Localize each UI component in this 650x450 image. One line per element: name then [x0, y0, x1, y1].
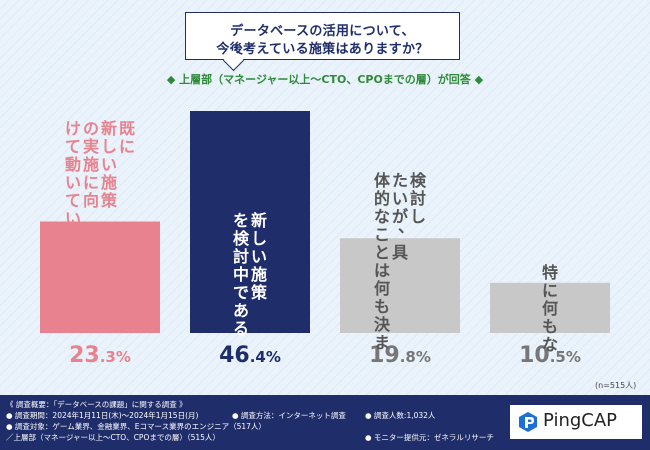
- survey-period: ● 調査期間：2024年1月11日(木)〜2024年1月15日(月): [6, 411, 199, 420]
- question-box: データベースの活用について、 今後考えている施策はありますか？: [185, 12, 460, 72]
- svg-text:と: と: [374, 243, 390, 262]
- value-label-2: 46.4%: [219, 343, 281, 368]
- svg-text:に: に: [542, 281, 558, 300]
- svg-text:あ: あ: [233, 301, 249, 320]
- svg-text:具: 具: [392, 243, 408, 262]
- svg-text:る: る: [65, 227, 81, 246]
- svg-text:特: 特: [542, 263, 558, 282]
- svg-text:な: な: [542, 335, 558, 354]
- survey-footer: 《 調査概要：「データベースの課題」に関する調査 》 ● 調査期間：2024年1…: [0, 395, 650, 450]
- svg-text:い: い: [251, 247, 267, 266]
- pingcap-logo-icon: [519, 412, 537, 432]
- bar-chart: 23.3% 46.4% 19.8% 10.5%既に新しい施策の実施に向けて動いている新…: [40, 111, 610, 368]
- svg-text:い: い: [65, 209, 81, 228]
- logo-text: PingCAP: [543, 410, 618, 431]
- svg-text:た: た: [392, 171, 408, 190]
- svg-text:い: い: [65, 173, 81, 192]
- svg-text:ま: ま: [374, 333, 390, 352]
- survey-target-upper: ／上層部（マネージャー以上〜CTO、CPOまでの層）（515人）: [6, 433, 220, 442]
- bar-3: [340, 238, 460, 333]
- svg-text:体: 体: [374, 171, 391, 190]
- value-label-3: 19.8%: [369, 343, 431, 368]
- svg-text:、: 、: [398, 217, 414, 236]
- question-line-1: データベースの活用について、: [230, 24, 415, 39]
- svg-text:し: し: [410, 207, 426, 226]
- sample-size-note: (n=515人): [595, 381, 637, 390]
- svg-text:て: て: [65, 137, 81, 156]
- svg-text:検: 検: [233, 229, 250, 248]
- svg-text:い: い: [392, 189, 408, 208]
- svg-text:検: 検: [410, 171, 427, 190]
- svg-text:実: 実: [83, 137, 99, 156]
- svg-text:策: 策: [100, 191, 118, 210]
- svg-text:新: 新: [101, 119, 117, 138]
- svg-text:新: 新: [251, 211, 267, 230]
- svg-text:に: に: [119, 137, 135, 156]
- svg-text:決: 決: [374, 315, 391, 334]
- svg-text:る: る: [233, 319, 249, 338]
- question-line-2: 今後考えている施策はありますか？: [216, 42, 429, 57]
- svg-text:は: は: [374, 261, 390, 280]
- svg-text:に: に: [83, 173, 99, 192]
- svg-text:何: 何: [374, 279, 390, 298]
- svg-text:の: の: [83, 119, 99, 138]
- survey-method: ● 調査方法：インターネット調査: [232, 411, 346, 420]
- survey-title: 《 調査概要：「データベースの課題」に関する調査 》: [6, 400, 187, 409]
- svg-text:な: な: [374, 207, 390, 226]
- svg-text:け: け: [65, 119, 81, 138]
- svg-text:こ: こ: [374, 225, 390, 244]
- svg-text:も: も: [374, 297, 390, 316]
- svg-text:向: 向: [83, 191, 99, 210]
- svg-text:討: 討: [233, 247, 249, 266]
- svg-text:し: し: [251, 229, 267, 248]
- svg-text:を: を: [233, 211, 249, 230]
- respondent-label: ◆ 上層部（マネージャー以上〜CTO、CPOまでの層）が回答 ◆: [166, 73, 484, 86]
- svg-text:で: で: [233, 283, 249, 302]
- svg-text:施: 施: [101, 173, 117, 192]
- svg-text:的: 的: [374, 189, 390, 208]
- svg-text:討: 討: [410, 189, 426, 208]
- svg-text:て: て: [65, 191, 81, 210]
- svg-text:中: 中: [233, 265, 249, 284]
- pingcap-logo: PingCAP: [510, 405, 642, 439]
- value-label-4: 10.5%: [519, 343, 581, 368]
- svg-text:動: 動: [65, 155, 81, 174]
- survey-target: ● 調査対象：ゲーム業界、金融業界、Eコマース業界のエンジニア（517人）: [6, 422, 266, 431]
- bar-4: [490, 282, 610, 333]
- bar-2: [190, 111, 310, 333]
- value-label-1: 23.3%: [69, 343, 131, 368]
- svg-text:既: 既: [119, 119, 135, 138]
- svg-text:施: 施: [83, 155, 99, 174]
- svg-text:が: が: [392, 207, 408, 226]
- svg-text:し: し: [101, 137, 117, 156]
- svg-text:何: 何: [542, 299, 558, 318]
- survey-provider: ● モニター提供元：ゼネラルリサーチ: [365, 433, 494, 442]
- svg-text:施: 施: [251, 265, 267, 284]
- svg-text:策: 策: [250, 283, 268, 302]
- svg-text:も: も: [542, 317, 558, 336]
- bar-1: [40, 221, 160, 333]
- svg-text:い: い: [101, 155, 117, 174]
- survey-count: ● 調査人数:1,032人: [365, 411, 436, 420]
